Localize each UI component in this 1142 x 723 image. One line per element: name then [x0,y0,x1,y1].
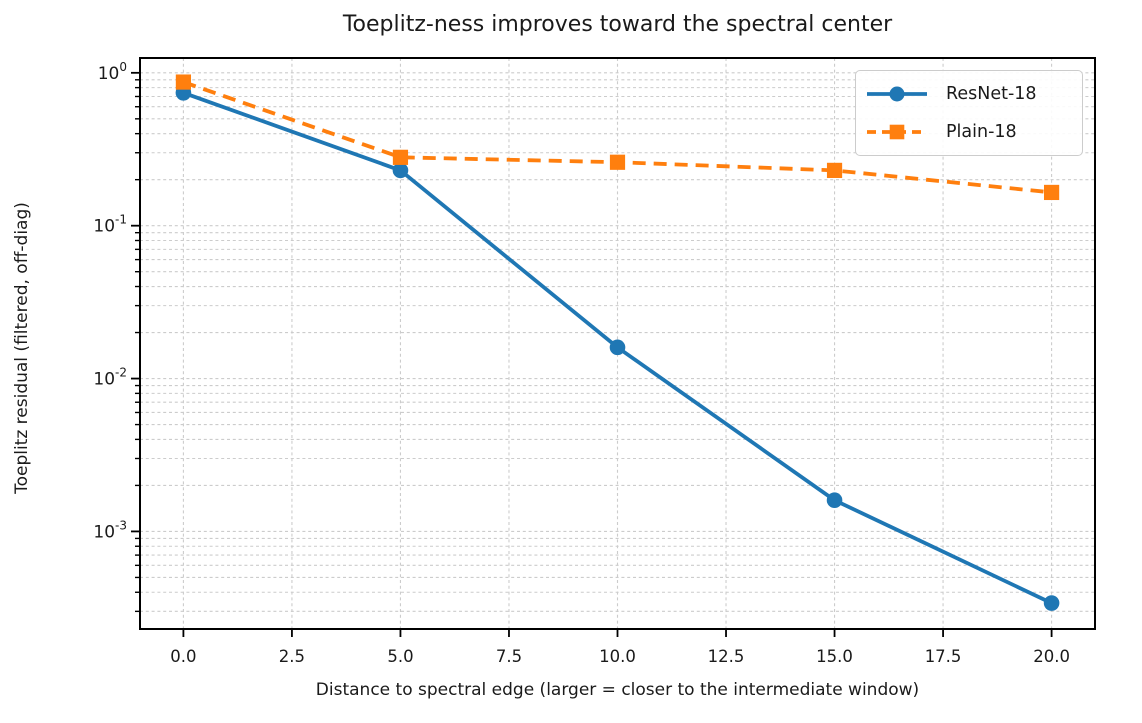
x-axis-label: Distance to spectral edge (larger = clos… [315,680,920,700]
data-point-square [826,162,843,178]
chart-title: Toeplitz-ness improves toward the spectr… [342,12,893,37]
legend-item-plain-18: Plain-18 [866,113,1072,151]
legend: ResNet-18 Plain-18 [855,70,1083,156]
y-tick-label: 10-2 [93,366,127,390]
data-point-circle [609,339,626,356]
x-tick-label: 5.0 [387,647,413,666]
data-point-circle [826,492,843,509]
data-point-circle [392,162,409,179]
x-tick-label: 15.0 [816,647,853,666]
legend-label-resnet-18: ResNet-18 [946,84,1037,104]
y-tick-label: 10-3 [93,518,127,542]
y-axis-label-text: Toeplitz residual (filtered, off-diag) [12,202,32,494]
data-point-square [175,74,192,90]
data-point-circle [1043,595,1060,611]
data-point-square [392,149,409,165]
x-tick-label: 12.5 [708,647,745,666]
y-tick-label: 100 [98,60,127,84]
legend-item-resnet-18: ResNet-18 [866,75,1072,113]
x-tick-label: 0.0 [170,647,196,666]
legend-line-circle-icon [867,86,927,102]
data-point-square [1043,184,1060,201]
data-point-square [609,154,626,170]
x-tick-label: 20.0 [1033,647,1070,666]
x-tick-label: 10.0 [599,647,636,666]
x-tick-label: 2.5 [279,647,305,666]
y-tick-label: 10-1 [93,213,127,237]
legend-dashed-square-icon [867,124,927,140]
legend-label-plain-18: Plain-18 [946,122,1017,142]
x-tick-label: 17.5 [925,647,962,666]
x-tick-label: 7.5 [496,647,522,666]
